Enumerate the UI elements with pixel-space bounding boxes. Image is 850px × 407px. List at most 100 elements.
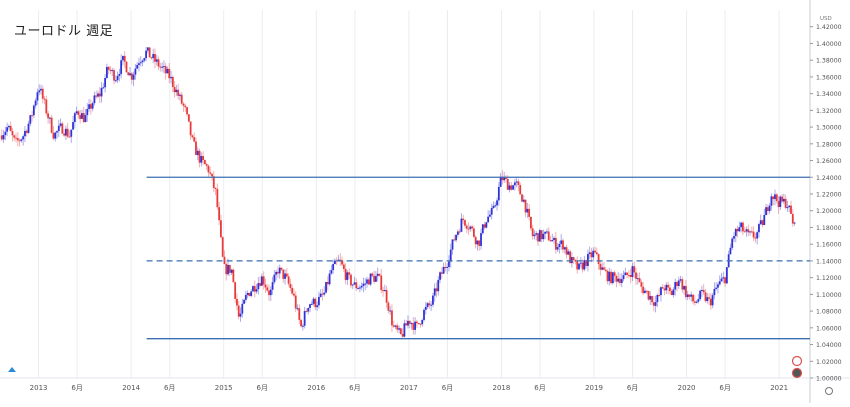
x-tick-label: 2020	[678, 384, 696, 392]
candle-body	[592, 250, 595, 258]
candle-body	[638, 278, 641, 283]
candle-body	[676, 282, 678, 287]
candle-body	[111, 70, 114, 72]
candle-body	[734, 228, 737, 237]
candle-body	[464, 220, 466, 226]
candle-body	[725, 267, 728, 284]
candle-body	[503, 177, 506, 181]
x-tick-label: 2014	[122, 384, 140, 392]
candle-body	[599, 264, 602, 270]
candle-body	[426, 303, 429, 307]
candle-body	[487, 216, 490, 223]
candle-body	[48, 117, 51, 119]
candle-body	[453, 239, 456, 241]
candle-body	[114, 80, 117, 82]
candle-body	[421, 320, 424, 325]
candle-body	[455, 234, 457, 241]
candle-body	[407, 320, 409, 326]
candle-body	[387, 302, 390, 311]
candle-body	[259, 283, 262, 286]
candle-body	[701, 289, 703, 291]
candle-body	[179, 94, 181, 96]
candle-body	[640, 282, 643, 287]
candle-body	[542, 233, 545, 240]
candle-body	[95, 95, 98, 97]
candle-body	[280, 267, 283, 270]
y-tick-label: 1.00000	[816, 376, 842, 383]
candle-body	[146, 47, 149, 51]
y-tick-label: 1.04000	[816, 342, 842, 349]
candle-body	[378, 273, 381, 276]
candle-body	[237, 305, 240, 317]
candle-body	[25, 130, 28, 133]
candle-body	[138, 63, 140, 66]
candle-body	[129, 73, 131, 76]
candle-body	[11, 131, 14, 136]
event-marker-icon	[791, 355, 803, 367]
candle-body	[428, 303, 431, 306]
candle-body	[40, 88, 42, 91]
candle-body	[563, 247, 566, 250]
candle-body	[250, 291, 253, 297]
candle-body	[668, 287, 671, 292]
candle-body	[57, 125, 60, 132]
candle-body	[766, 207, 769, 212]
candle-body	[382, 290, 384, 292]
candle-body	[248, 292, 251, 297]
candle-body	[312, 298, 315, 304]
candle-body	[672, 289, 675, 296]
candle-body	[66, 128, 69, 137]
candle-body	[660, 287, 662, 296]
candle-body	[98, 93, 101, 97]
candle-body	[432, 295, 434, 305]
candle-body	[310, 303, 313, 305]
candle-body	[376, 273, 379, 277]
candle-body	[446, 266, 449, 268]
candle-body	[774, 194, 776, 200]
candle-body	[260, 276, 263, 286]
candle-body	[731, 238, 734, 248]
candle-body	[747, 229, 750, 233]
candle-body	[325, 281, 327, 293]
candle-body	[63, 133, 66, 136]
x-tick-label: 6月	[534, 384, 545, 392]
candle-body	[501, 176, 504, 181]
candle-body	[533, 234, 536, 237]
candle-body	[15, 137, 17, 139]
candle-body	[56, 131, 58, 133]
candle-body	[191, 135, 194, 138]
candle-body	[154, 54, 156, 62]
candle-body	[636, 278, 639, 280]
y-tick-label: 1.40000	[816, 41, 842, 48]
candle-body	[763, 214, 766, 226]
candle-body	[489, 214, 491, 217]
candle-body	[41, 88, 44, 99]
candle-body	[417, 323, 420, 325]
candle-body	[629, 274, 632, 278]
candle-body	[52, 132, 55, 139]
candle-body	[699, 290, 702, 300]
candle-body	[383, 289, 386, 292]
candle-body	[198, 150, 201, 163]
candle-body	[467, 228, 470, 230]
candle-body	[29, 115, 32, 124]
candle-body	[6, 127, 9, 132]
candle-body	[750, 231, 753, 233]
candle-body	[375, 276, 377, 282]
candle-body	[651, 296, 653, 303]
candle-body	[403, 323, 406, 337]
candle-body	[574, 260, 577, 262]
candle-body	[611, 272, 614, 284]
candle-body	[107, 66, 110, 70]
x-tick-label: 2015	[215, 384, 233, 392]
candle-body	[109, 69, 112, 71]
candle-body	[544, 231, 547, 234]
candle-body	[635, 272, 637, 279]
y-tick-label: 1.32000	[816, 108, 842, 115]
x-tick-label: 2018	[493, 384, 511, 392]
candle-body	[702, 289, 705, 293]
candle-body	[430, 304, 433, 306]
candle-body	[497, 186, 500, 201]
y-tick-label: 1.08000	[816, 309, 842, 316]
